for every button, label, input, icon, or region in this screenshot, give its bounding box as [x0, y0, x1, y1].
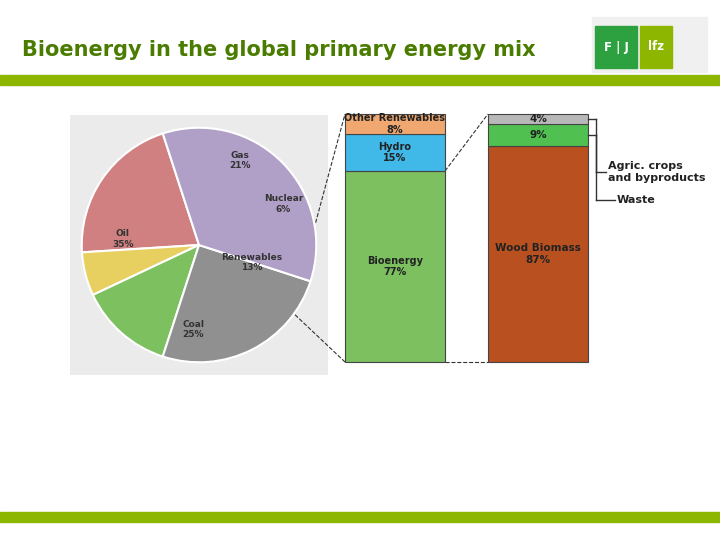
- Bar: [345, 171, 445, 362]
- Bar: [488, 114, 588, 124]
- Wedge shape: [93, 245, 199, 356]
- Wedge shape: [163, 245, 310, 362]
- Bar: [0, 512, 720, 522]
- Text: Wood Biomass
87%: Wood Biomass 87%: [495, 244, 581, 265]
- Text: 4%: 4%: [529, 114, 547, 124]
- Text: Hydro
15%: Hydro 15%: [379, 141, 412, 163]
- Text: Nuclear
6%: Nuclear 6%: [264, 194, 303, 214]
- Bar: [640, 26, 672, 68]
- Bar: [0, 75, 720, 85]
- Text: Renewables
13%: Renewables 13%: [221, 253, 282, 272]
- Text: F | J: F | J: [603, 40, 629, 53]
- Wedge shape: [82, 133, 199, 252]
- Bar: [70, 115, 328, 375]
- Bar: [595, 26, 637, 68]
- Bar: [345, 114, 445, 134]
- Wedge shape: [82, 245, 199, 295]
- Wedge shape: [163, 128, 316, 281]
- Text: Oil
35%: Oil 35%: [112, 230, 133, 249]
- Text: lfz: lfz: [648, 40, 664, 53]
- Text: Agric. crops
and byproducts: Agric. crops and byproducts: [608, 161, 706, 183]
- Text: Bioenergy
77%: Bioenergy 77%: [367, 256, 423, 278]
- Text: Waste: Waste: [617, 195, 656, 205]
- Text: 9%: 9%: [529, 130, 546, 140]
- Text: Coal
25%: Coal 25%: [182, 320, 204, 339]
- Text: Bioenergy in the global primary energy mix: Bioenergy in the global primary energy m…: [22, 40, 536, 60]
- Bar: [345, 134, 445, 171]
- Bar: [592, 17, 707, 72]
- Bar: [488, 146, 588, 362]
- Text: Other Renewables
8%: Other Renewables 8%: [344, 113, 446, 134]
- Text: Gas
21%: Gas 21%: [229, 151, 251, 170]
- Bar: [488, 124, 588, 146]
